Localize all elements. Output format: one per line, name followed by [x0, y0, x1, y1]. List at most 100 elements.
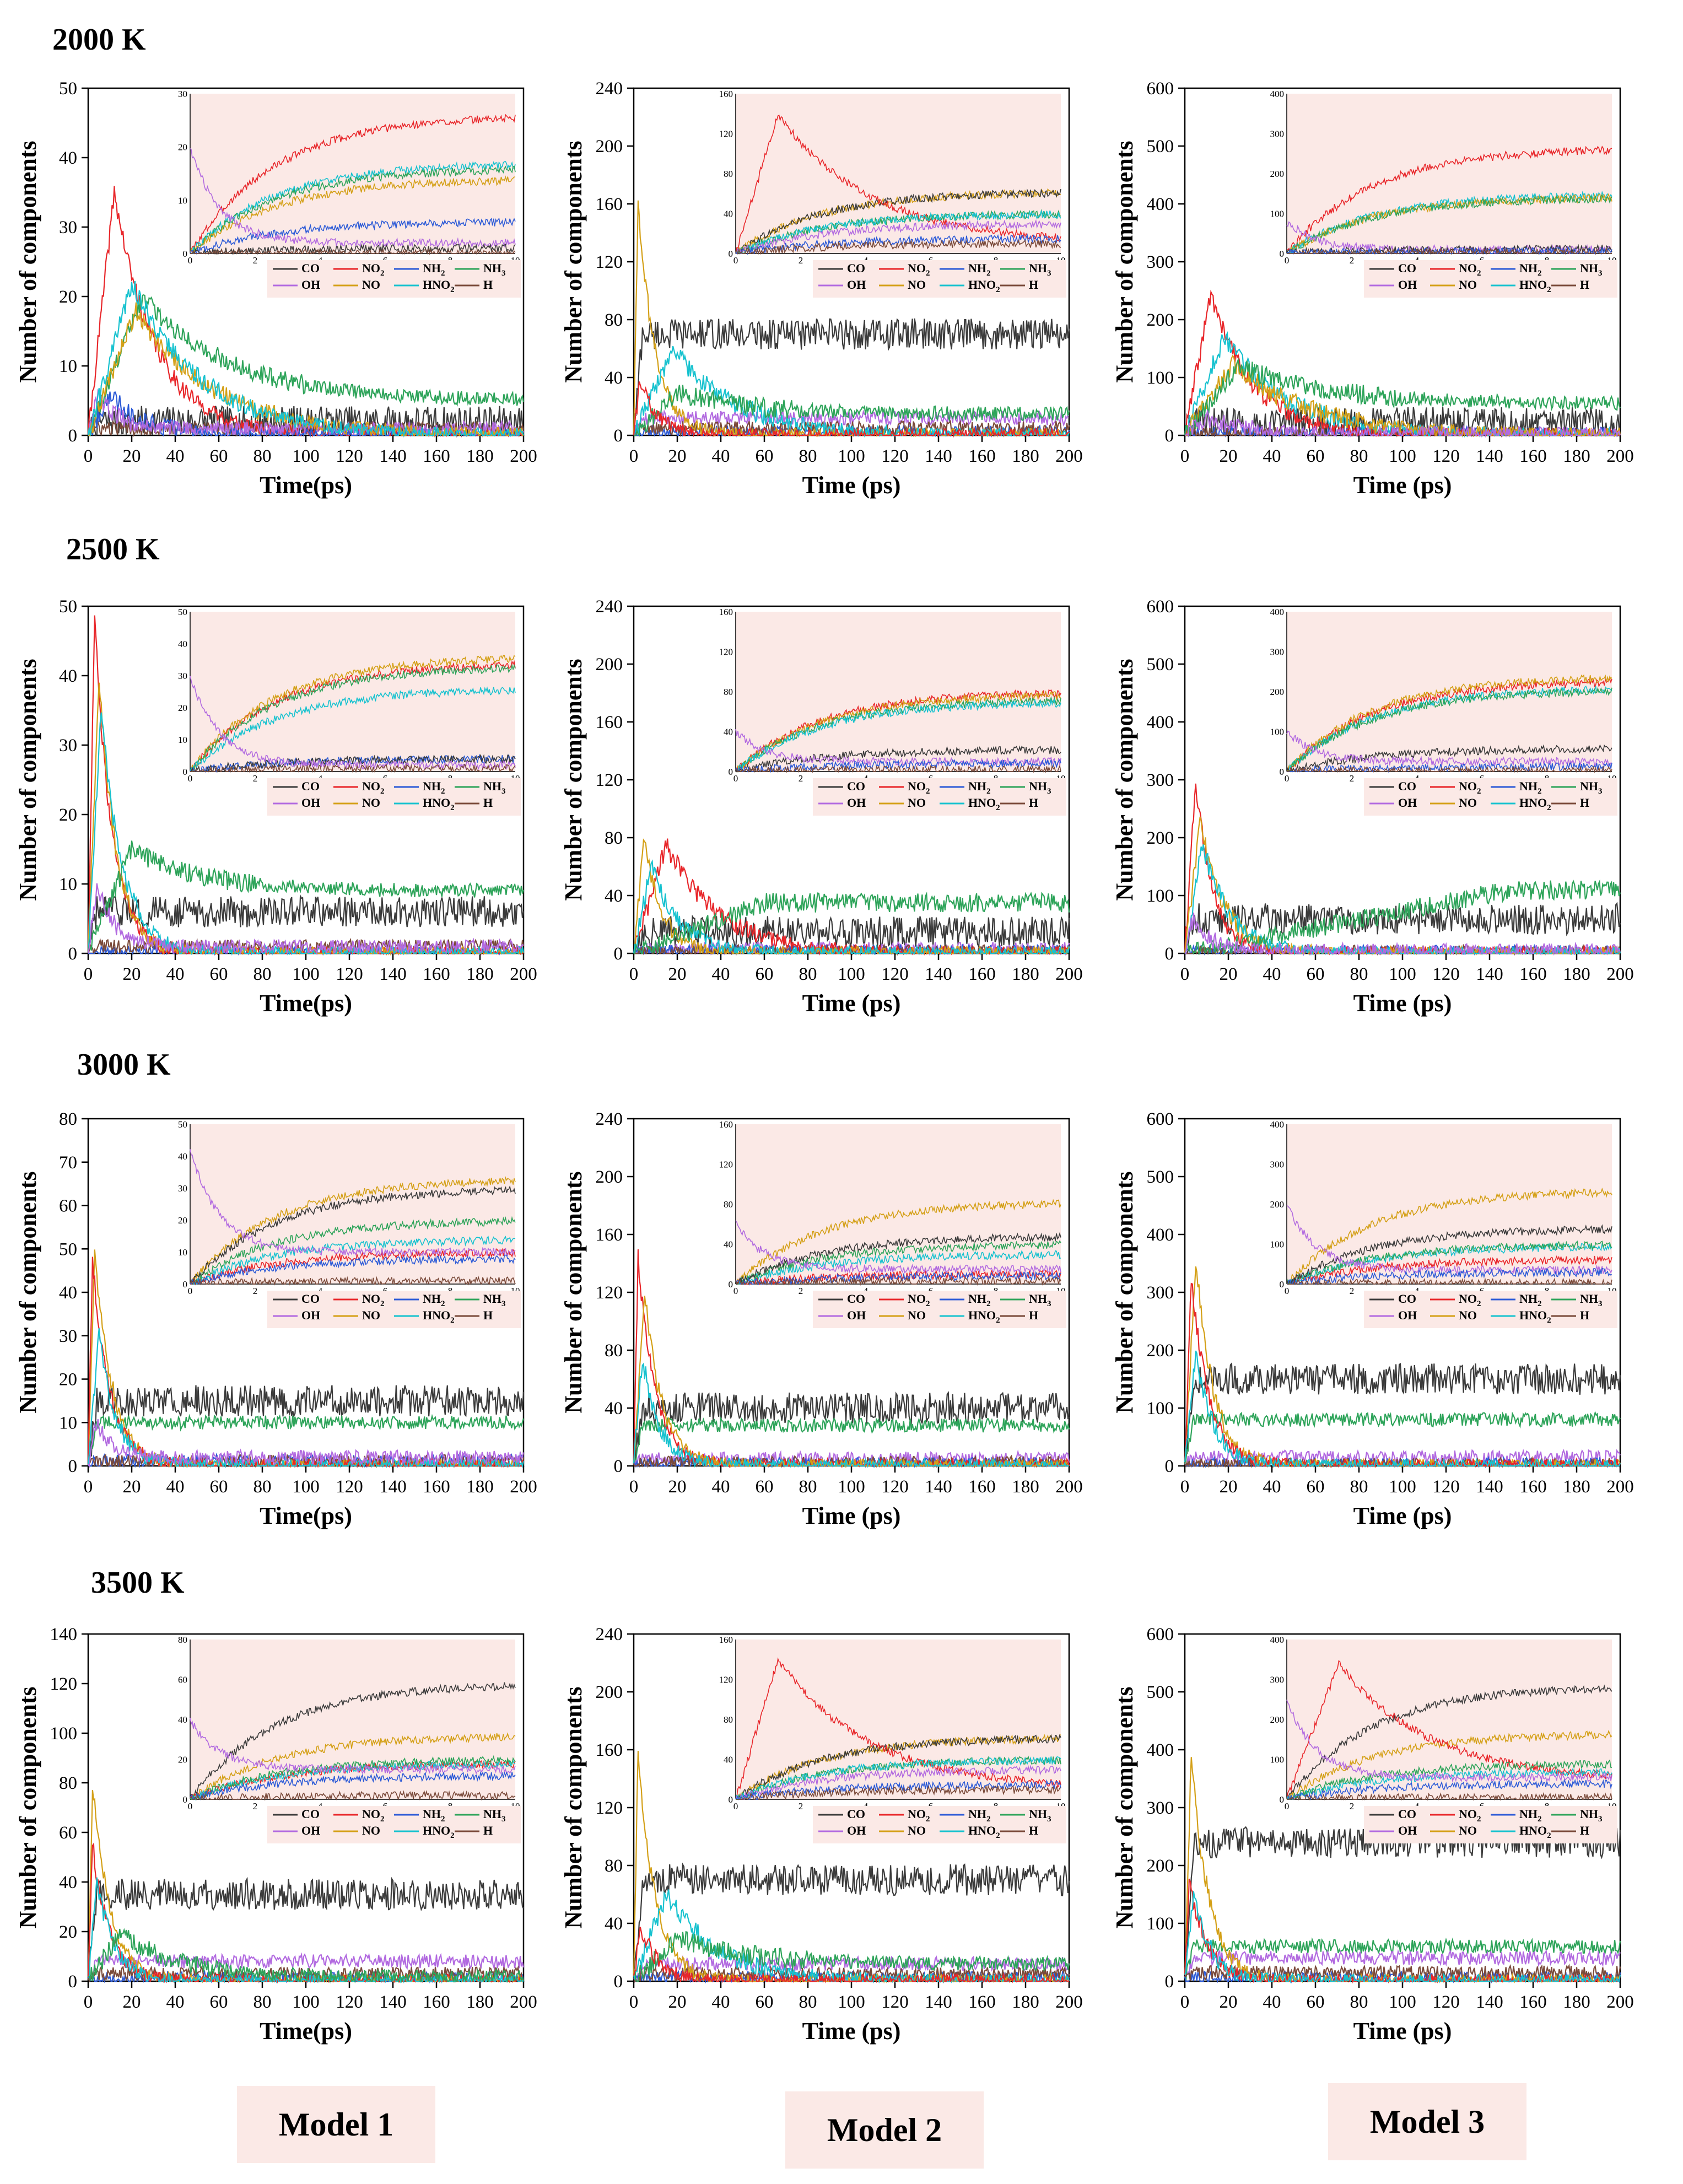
y-tick-label: 40 — [605, 1399, 623, 1419]
y-axis-title: Number of components — [1111, 141, 1138, 382]
inset-line-no2 — [190, 660, 516, 772]
inset-line-no — [1287, 1729, 1612, 1800]
x-tick-label: 40 — [712, 446, 730, 466]
x-tick-label: 40 — [712, 964, 730, 984]
y-tick-label: 0 — [1165, 1457, 1174, 1476]
inset-y-tick-label: 160 — [719, 1635, 733, 1645]
inset-line-no2 — [1286, 145, 1612, 253]
inset-line-nh2 — [735, 1270, 1061, 1286]
legend-box — [813, 778, 1066, 816]
x-tick-label: 100 — [838, 1992, 865, 2012]
y-tick-label: 40 — [59, 666, 77, 686]
y-axis-title: Number of components — [14, 1171, 41, 1413]
x-axis-title: Time (ps) — [802, 472, 901, 499]
inset-line-h — [1287, 1277, 1612, 1286]
x-tick-label: 160 — [423, 446, 450, 466]
x-tick-label: 100 — [292, 964, 320, 984]
x-axis-title: Time(ps) — [260, 990, 352, 1017]
x-tick-label: 100 — [838, 446, 865, 466]
inset-y-tick-label: 10 — [178, 1247, 187, 1258]
inset-x-tick-label: 0 — [1285, 1286, 1290, 1296]
x-axis-title: Time (ps) — [802, 1502, 901, 1529]
x-tick-label: 80 — [253, 1477, 272, 1497]
inset-y-tick-label: 40 — [724, 1755, 733, 1765]
series-line-hno2 — [88, 1877, 524, 1984]
x-tick-label: 140 — [379, 964, 407, 984]
x-tick-label: 60 — [756, 446, 774, 466]
x-axis-title: Time(ps) — [260, 1502, 352, 1529]
inset-line-oh — [190, 676, 516, 771]
y-tick-label: 100 — [1147, 886, 1174, 906]
x-tick-label: 140 — [1476, 1992, 1503, 2012]
inset-line-oh — [1286, 1700, 1612, 1783]
x-tick-label: 200 — [1055, 964, 1083, 984]
inset-line-co — [190, 243, 516, 256]
x-tick-label: 80 — [799, 964, 817, 984]
inset-line-no — [735, 1199, 1061, 1285]
inset-y-tick-label: 10 — [178, 735, 187, 745]
y-tick-label: 20 — [59, 1370, 77, 1390]
inset-y-tick-label: 20 — [178, 142, 187, 153]
series-line-nh3 — [634, 385, 1070, 437]
y-tick-label: 240 — [596, 1109, 623, 1129]
y-tick-label: 120 — [596, 1798, 623, 1818]
series-line-co — [1184, 1362, 1621, 1462]
legend-box — [267, 778, 521, 816]
y-tick-label: 160 — [596, 1740, 623, 1760]
y-tick-label: 120 — [50, 1674, 78, 1694]
legend-label-no: NO — [362, 1824, 380, 1837]
x-tick-label: 120 — [336, 1477, 363, 1497]
inset-line-oh — [190, 1717, 516, 1775]
inset-y-tick-label: 0 — [1280, 249, 1285, 259]
x-tick-label: 120 — [881, 446, 909, 466]
x-tick-label: 180 — [466, 446, 494, 466]
x-tick-label: 60 — [1307, 446, 1325, 466]
x-tick-label: 120 — [336, 964, 363, 984]
x-axis-title: Time (ps) — [1353, 472, 1452, 499]
x-tick-label: 80 — [799, 1477, 817, 1497]
inset-y-tick-label: 200 — [1270, 169, 1285, 179]
x-tick-label: 200 — [510, 964, 537, 984]
x-tick-label: 0 — [629, 446, 639, 466]
x-tick-label: 80 — [253, 964, 272, 984]
y-tick-label: 40 — [59, 1873, 77, 1892]
y-tick-label: 300 — [1147, 252, 1174, 272]
x-tick-label: 100 — [292, 1477, 320, 1497]
x-tick-label: 20 — [668, 964, 687, 984]
inset-y-tick-label: 120 — [719, 647, 733, 657]
legend-box — [267, 1806, 521, 1843]
inset-line-co — [735, 1734, 1061, 1800]
inset-line-hno2 — [735, 210, 1061, 255]
inset-x-tick-label: 2 — [1350, 1801, 1355, 1811]
x-tick-label: 40 — [166, 964, 185, 984]
x-tick-label: 120 — [881, 964, 909, 984]
legend-label-no: NO — [1459, 1308, 1477, 1322]
inset-x-tick-label: 2 — [1350, 255, 1355, 266]
x-tick-label: 80 — [253, 446, 272, 466]
inset-y-tick-label: 0 — [183, 1794, 188, 1805]
inset-y-tick-label: 0 — [729, 767, 733, 777]
x-tick-label: 160 — [968, 1477, 996, 1497]
legend-label-no: NO — [362, 1308, 380, 1322]
x-tick-label: 200 — [1055, 1992, 1083, 2012]
legend-box — [813, 1806, 1066, 1843]
inset-line-no — [1286, 1187, 1612, 1285]
x-tick-label: 100 — [1389, 446, 1416, 466]
x-tick-label: 0 — [84, 446, 93, 466]
legend-label-co: CO — [301, 779, 320, 793]
legend-label-oh: OH — [301, 1824, 320, 1837]
y-tick-label: 80 — [59, 1773, 77, 1793]
inset-line-no2 — [1286, 677, 1612, 772]
legend-label-h: H — [1029, 278, 1038, 292]
x-tick-label: 180 — [1012, 1992, 1039, 2012]
inset-line-oh — [735, 1220, 1061, 1275]
row-label-3000k: 3000 K — [77, 1048, 171, 1082]
x-tick-label: 60 — [756, 964, 774, 984]
legend-box — [1364, 260, 1617, 298]
inset-line-h — [1287, 765, 1612, 774]
legend-label-co: CO — [1398, 779, 1416, 793]
series-line-no — [1185, 354, 1621, 438]
series-line-no2 — [1184, 289, 1620, 438]
model-label-1: Model 1 — [237, 2086, 435, 2163]
